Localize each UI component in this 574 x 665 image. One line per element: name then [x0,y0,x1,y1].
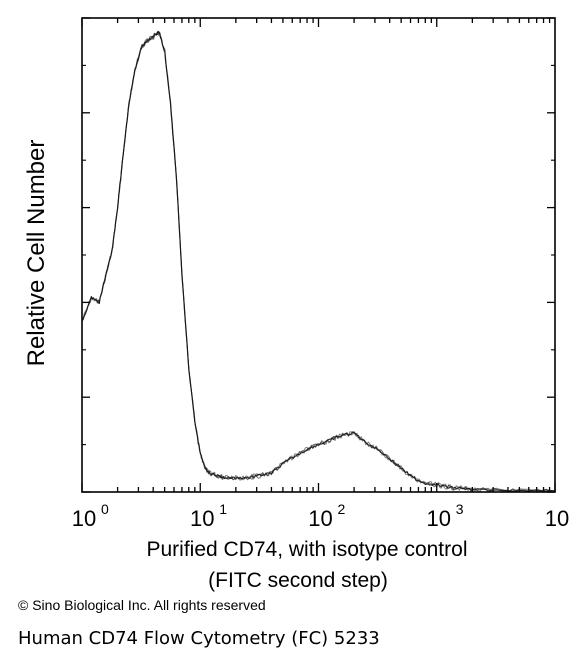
x-tick-label: 10 3 [427,501,464,531]
x-tick-label-exponent: 2 [338,501,346,517]
x-tick-label: 10 1 [190,501,227,531]
histogram-scatter-band [81,30,556,492]
plot-frame [81,17,556,493]
x-tick-label: 10 0 [72,501,109,531]
histogram-line [81,31,556,492]
x-tick-label: 10 2 [308,501,345,531]
x-axis-label-line-1: Purified CD74, with isotype control [147,538,468,561]
histogram-series [81,30,556,492]
y-axis-label: Relative Cell Number [23,140,50,367]
x-tick-label-exponent: 0 [101,501,109,517]
x-tick-label-base: 10 [308,506,332,531]
x-tick-label-base: 10 [427,506,451,531]
x-tick-label-base: 10 [72,506,96,531]
flow-cytometry-histogram: 10 0 10 1 10 2 10 3 104 Relative Cell Number Pur… [23,17,569,592]
x-tick-label: 104 [545,506,569,531]
y-axis-ticks [82,17,555,493]
copyright-notice: © Sino Biological Inc. All rights reserv… [18,597,266,613]
x-tick-label-exponent: 1 [219,501,227,517]
x-axis-label-line-2: (FITC second step) [208,569,388,592]
histogram-scatter-band [81,30,555,492]
x-tick-label-exponent: 3 [456,501,464,517]
figure-caption: Human CD74 Flow Cytometry (FC) 5233 [18,628,380,649]
x-axis-ticks [81,18,556,492]
x-tick-label-base: 10 [545,506,569,531]
x-tick-label-base: 10 [190,506,214,531]
x-axis-tick-labels: 10 0 10 1 10 2 10 3 104 [72,501,569,531]
